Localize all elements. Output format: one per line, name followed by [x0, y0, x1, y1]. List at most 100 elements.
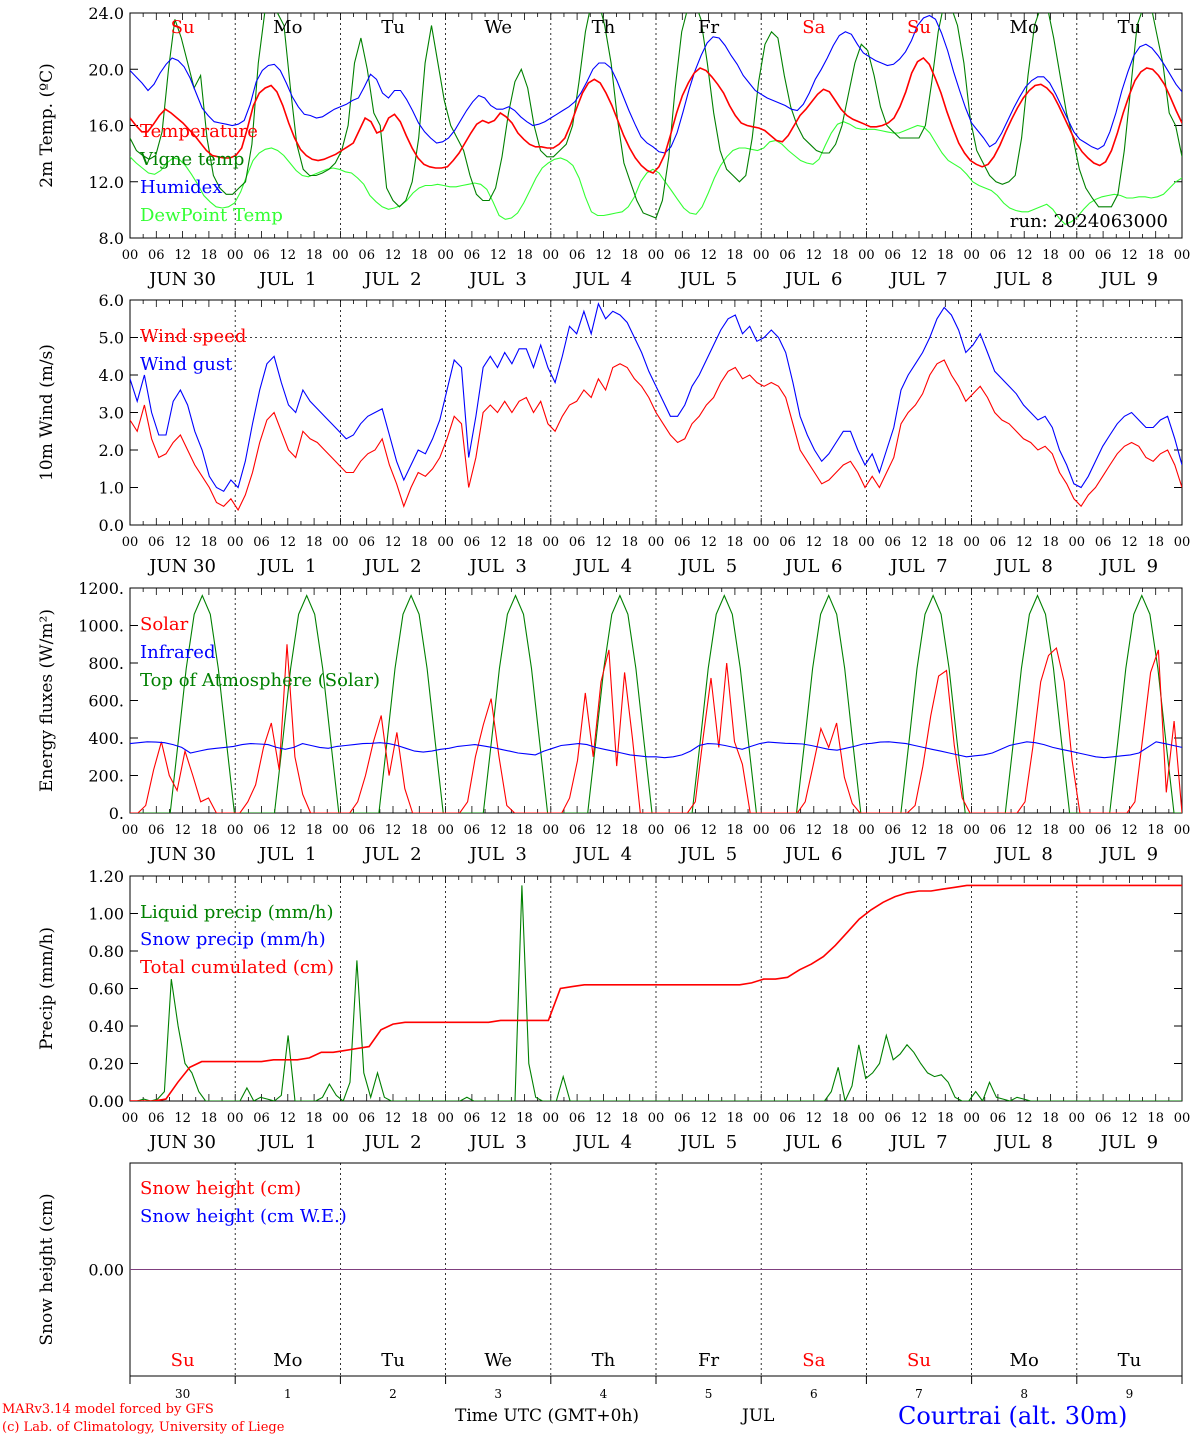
hour-tick-label: 06 — [358, 1111, 375, 1126]
hour-tick-label: 18 — [306, 823, 323, 838]
hour-tick-label: 18 — [516, 1111, 533, 1126]
hour-tick-label: 00 — [1174, 1111, 1191, 1126]
hour-tick-label: 12 — [385, 1111, 402, 1126]
hour-tick-label: 00 — [122, 535, 139, 550]
weekday-label: Mo — [1010, 1350, 1039, 1371]
y-tick-label: 200. — [88, 767, 124, 786]
hour-tick-label: 12 — [700, 1111, 717, 1126]
y-tick-label: 0.20 — [88, 1055, 124, 1074]
y-tick-label: 0.80 — [88, 942, 124, 961]
hour-tick-label: 00 — [122, 823, 139, 838]
hour-tick-label: 06 — [884, 248, 901, 263]
hour-tick-label: 18 — [1147, 823, 1164, 838]
hour-tick-label: 18 — [1042, 248, 1059, 263]
day-number: 2 — [389, 1387, 397, 1401]
hour-tick-label: 18 — [306, 1111, 323, 1126]
hour-tick-label: 12 — [174, 248, 191, 263]
hour-tick-label: 06 — [674, 1111, 691, 1126]
hour-tick-label: 18 — [621, 823, 638, 838]
hour-tick-label: 18 — [937, 248, 954, 263]
hour-tick-label: 06 — [148, 823, 165, 838]
legend-entry: Infrared — [140, 642, 215, 663]
hour-tick-label: 00 — [437, 535, 454, 550]
hour-tick-label: 00 — [227, 248, 244, 263]
legend-entry: Humidex — [140, 177, 222, 198]
y-tick-label: 6.0 — [99, 291, 124, 310]
hour-tick-label: 00 — [858, 823, 875, 838]
hour-tick-label: 00 — [963, 1111, 980, 1126]
hour-tick-label: 18 — [727, 535, 744, 550]
legend-entry: Snow precip (mm/h) — [140, 929, 326, 950]
hour-tick-label: 18 — [621, 248, 638, 263]
hour-tick-label: 12 — [595, 823, 612, 838]
y-tick-label: 1.00 — [88, 905, 124, 924]
hour-tick-label: 06 — [148, 1111, 165, 1126]
hour-tick-label: 12 — [280, 248, 297, 263]
hour-tick-label: 00 — [437, 1111, 454, 1126]
hour-tick-label: 06 — [253, 823, 270, 838]
series-line-temperature — [130, 56, 1182, 174]
hour-tick-label: 12 — [806, 823, 823, 838]
day-number: 5 — [705, 1387, 713, 1401]
panel-1 — [129, 12, 1183, 239]
day-label: JUL 5 — [678, 844, 737, 865]
day-label: JUL 3 — [468, 269, 527, 290]
hour-tick-label: 00 — [227, 823, 244, 838]
legend-entry: Wind speed — [140, 326, 246, 347]
hour-tick-label: 00 — [753, 248, 770, 263]
hour-tick-label: 00 — [543, 535, 560, 550]
hour-tick-label: 18 — [411, 248, 428, 263]
series-line-infrared — [130, 741, 1182, 759]
weekday-label: Th — [592, 1350, 616, 1371]
hour-tick-label: 06 — [569, 248, 586, 263]
hour-tick-label: 12 — [700, 823, 717, 838]
day-label: JUL 9 — [1099, 269, 1158, 290]
legend-entry: Temperature — [140, 121, 258, 142]
hour-tick-label: 18 — [937, 1111, 954, 1126]
day-label: JUL 5 — [678, 1132, 737, 1153]
hour-tick-label: 00 — [1069, 823, 1086, 838]
day-label: JUL 1 — [257, 844, 316, 865]
y-tick-label: 8.0 — [99, 229, 124, 248]
y-tick-label: 600. — [88, 692, 124, 711]
hour-tick-label: 18 — [516, 823, 533, 838]
y-axis-label: Precip (mm/h) — [37, 927, 57, 1050]
hour-tick-label: 12 — [174, 823, 191, 838]
hour-tick-label: 06 — [674, 248, 691, 263]
day-label: JUL 6 — [783, 556, 842, 577]
hour-tick-label: 06 — [990, 248, 1007, 263]
hour-tick-label: 12 — [1016, 248, 1033, 263]
hour-tick-label: 00 — [122, 1111, 139, 1126]
hour-tick-label: 00 — [437, 823, 454, 838]
legend-entry: DewPoint Temp — [140, 205, 283, 226]
weekday-label: Tu — [1118, 17, 1142, 38]
hour-tick-label: 06 — [148, 248, 165, 263]
hour-tick-label: 12 — [280, 535, 297, 550]
day-label: JUL 3 — [468, 1132, 527, 1153]
day-label: JUN 30 — [147, 269, 216, 290]
hour-tick-label: 12 — [490, 535, 507, 550]
hour-tick-label: 00 — [858, 1111, 875, 1126]
hour-tick-label: 00 — [1174, 823, 1191, 838]
weekday-label: Su — [907, 17, 931, 38]
hour-tick-label: 18 — [832, 1111, 849, 1126]
hour-tick-label: 12 — [1016, 1111, 1033, 1126]
day-number: 9 — [1126, 1387, 1134, 1401]
hour-tick-label: 00 — [858, 535, 875, 550]
day-label: JUL 6 — [783, 844, 842, 865]
panel-3 — [129, 587, 1183, 814]
panel-5 — [129, 1162, 1183, 1377]
series-line-wind-speed — [130, 359, 1182, 512]
day-number: 3 — [494, 1387, 502, 1401]
hour-tick-label: 12 — [806, 535, 823, 550]
weekday-label: Fr — [698, 17, 719, 38]
day-label: JUL 2 — [362, 844, 421, 865]
hour-tick-label: 12 — [806, 1111, 823, 1126]
legend-entry: Top of Atmosphere (Solar) — [140, 670, 380, 691]
hour-tick-label: 06 — [253, 1111, 270, 1126]
hour-tick-label: 12 — [1121, 823, 1138, 838]
hour-tick-label: 00 — [227, 535, 244, 550]
hour-tick-label: 18 — [727, 248, 744, 263]
day-label: JUL 1 — [257, 1132, 316, 1153]
